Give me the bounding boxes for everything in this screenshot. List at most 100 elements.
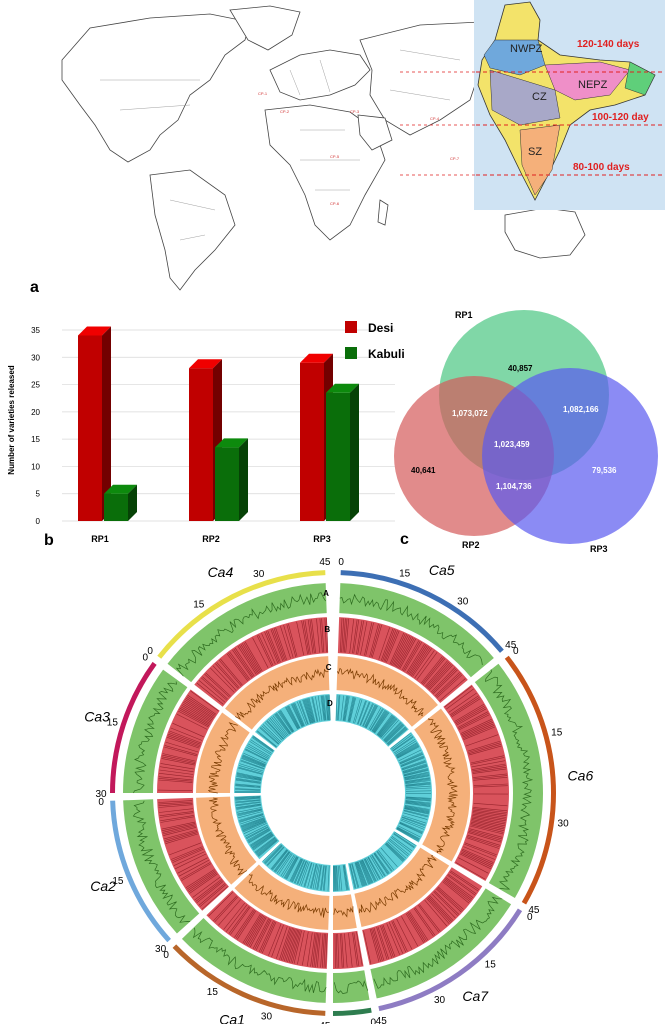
circos-sector-ca3: Ca3 30 15 0 [84, 653, 275, 800]
zone-label-sz: SZ [528, 146, 542, 158]
bar-chart-bars [78, 326, 359, 521]
track-a [333, 970, 370, 1003]
track-c [414, 708, 470, 862]
track-a [123, 669, 188, 793]
bar-chart-xticks: RP1 RP2 RP3 [91, 534, 331, 544]
circos-sector-ca8: Ca80 [333, 863, 377, 1024]
track-label-a: A [323, 589, 329, 598]
circos-sector-ca1: Ca1 45 30 15 0 [163, 843, 331, 1024]
world-map: CP-1 CP-2 CP-3 CP-4 CP-5 CP-6 CP-7 [61, 5, 586, 291]
north-america-outline [61, 13, 251, 163]
track-b [194, 617, 329, 707]
bar-kabuli-rp3 [326, 383, 359, 521]
circos-sector-ca4: Ca4 0 15 30 45 [147, 557, 331, 749]
bar-chart-ylabel: Number of varieties released [7, 365, 16, 474]
track-d [234, 734, 275, 793]
x-tick-label: RP2 [202, 534, 220, 544]
y-tick-label: 35 [31, 326, 40, 335]
chromosome-tick-label: 45 [376, 1016, 388, 1024]
legend-swatch-desi [345, 321, 357, 333]
chromosome-label-ca1: Ca1 [219, 1012, 245, 1024]
track-b [443, 684, 510, 881]
track-a [167, 583, 327, 683]
track-a [370, 888, 512, 999]
track-label-c: C [326, 663, 332, 672]
chromosome-label-ca3: Ca3 [84, 708, 110, 724]
y-tick-label: 25 [31, 381, 40, 390]
india-zone-cz [489, 69, 561, 126]
venn-diagram: RP1 RP2 RP3 40,857 40,641 79,536 1,073,0… [394, 310, 658, 554]
chromosome-tick-label: 15 [207, 987, 219, 998]
panel-label-a: a [30, 279, 39, 296]
band-label-1: 120-140 days [577, 39, 640, 50]
panel-label-b: b [44, 532, 54, 549]
chromosome-tick-label: 30 [261, 1011, 273, 1022]
bar-chart: Number of varieties released 0 5 10 15 20 25 3… [7, 321, 405, 544]
bar-chart-yticks: 0 5 10 15 20 25 30 35 [31, 326, 40, 526]
venn-value-rp1-rp3: 1,082,166 [563, 405, 599, 414]
circos-sector-ca2: Ca2 30 15 0 [90, 795, 280, 955]
svg-text:CP-3: CP-3 [350, 109, 360, 114]
chromosome-tick-label: 30 [558, 819, 570, 830]
y-tick-label: 5 [36, 490, 41, 499]
chromosome-label-ca2: Ca2 [90, 878, 116, 894]
track-a [181, 918, 327, 1003]
venn-value-rp2-only: 40,641 [411, 466, 436, 475]
circos-plot: Ca50153045Ca60153045Ca70153045Ca80Ca1453… [84, 557, 593, 1024]
y-tick-label: 30 [31, 353, 40, 362]
x-tick-label: RP3 [313, 534, 331, 544]
bar-kabuli-rp1 [104, 484, 137, 521]
india-northeast [624, 61, 656, 96]
chromosome-tick-label: 45 [319, 1021, 331, 1024]
band-label-3: 80-100 days [573, 162, 630, 173]
track-b [206, 890, 329, 969]
venn-set-label-rp2: RP2 [462, 540, 480, 550]
chromosome-tick-label: 15 [107, 717, 119, 728]
x-tick-label: RP1 [91, 534, 109, 544]
chromosome-tick-label: 15 [485, 960, 497, 971]
venn-value-rp2-rp3: 1,104,736 [496, 482, 532, 491]
y-tick-label: 0 [36, 517, 41, 526]
track-c [196, 712, 250, 793]
track-c [234, 864, 330, 930]
chromosome-tick-label: 0 [371, 1017, 377, 1024]
africa-outline [264, 104, 386, 241]
chromosome-label-ca5: Ca5 [429, 562, 455, 578]
venn-value-rp3-only: 79,536 [592, 466, 617, 475]
svg-text:CP-7: CP-7 [450, 156, 460, 161]
chromosome-tick-label: 0 [163, 950, 169, 961]
chromosome-tick-label: 0 [147, 646, 153, 657]
venn-set-label-rp1: RP1 [455, 310, 473, 320]
chromosome-tick-label: 15 [112, 876, 124, 887]
panel-label-c: c [400, 531, 409, 548]
india-zone-sz [519, 124, 561, 196]
track-c [354, 847, 450, 928]
track-label-b: B [324, 625, 330, 634]
chromosome-tick-label: 45 [528, 905, 540, 916]
chromosome-label-ca7: Ca7 [462, 988, 489, 1004]
venn-set-label-rp3: RP3 [590, 544, 608, 554]
legend-label-kabuli: Kabuli [368, 347, 405, 361]
band-label-2: 100-120 day [592, 112, 649, 123]
track-a [339, 583, 494, 678]
india-zone-nwpz [483, 39, 546, 76]
chromosome-tick-label: 30 [457, 597, 469, 608]
track-c [333, 894, 357, 930]
bar-kabuli-rp2 [215, 438, 248, 521]
track-b [362, 867, 483, 966]
chromosome-tick-label: 0 [527, 912, 533, 923]
circos-sector-ca7: Ca7 0 15 30 45 [347, 831, 533, 1024]
india-inset: NWPZ CZ NEPZ SZ 120-140 days 100-120 day… [400, 0, 665, 210]
asia-outline [359, 21, 481, 136]
chromosome-tick-label: 15 [193, 600, 205, 611]
chromosome-tick-label: 0 [98, 797, 104, 808]
south-america-outline [149, 169, 236, 291]
venn-value-rp1-only: 40,857 [508, 364, 533, 373]
svg-text:CP-5: CP-5 [330, 154, 340, 159]
svg-text:CP-1: CP-1 [258, 91, 268, 96]
chromosome-label-ca6: Ca6 [568, 768, 594, 784]
track-a [123, 799, 200, 934]
bar-desi-rp1 [78, 326, 111, 521]
chromosome-tick-label: 0 [513, 646, 519, 657]
svg-text:CP-2: CP-2 [280, 109, 290, 114]
